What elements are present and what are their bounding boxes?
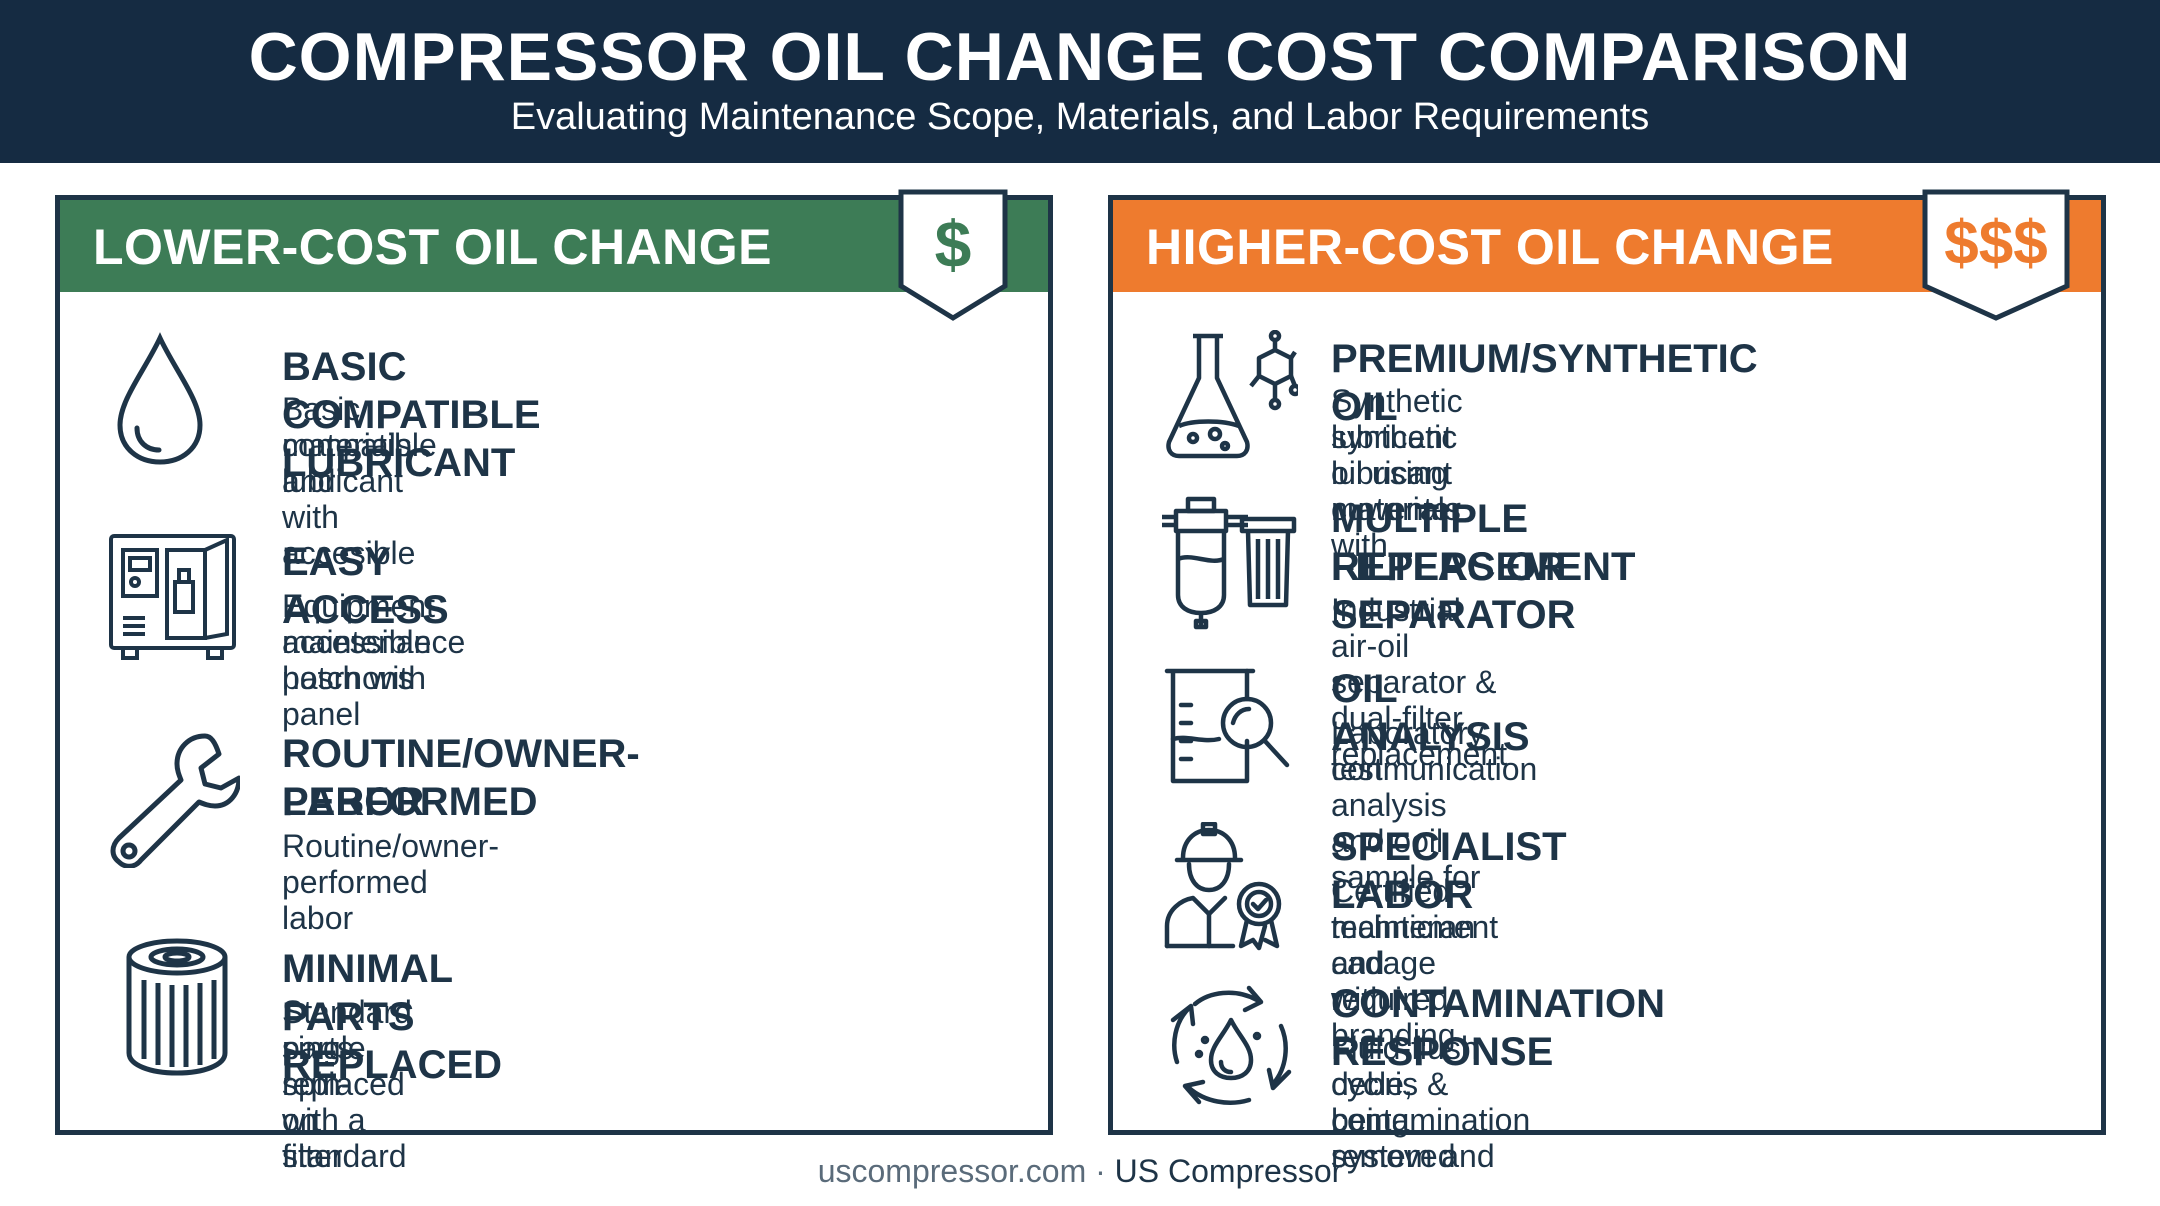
item-title: BASIC COMPATIBLE LUBRICANT — [282, 345, 541, 485]
item-desc-line: maintement and required — [1331, 909, 1499, 1017]
wrench-icon — [105, 728, 240, 868]
flask-molecule-icon — [1163, 330, 1298, 460]
footer-separator: · — [1086, 1153, 1115, 1189]
oil-drop-icon — [105, 330, 215, 470]
higher-cost-badge: $$$ — [1921, 188, 2071, 322]
item-desc-line: Routine/owner-performed labor — [282, 828, 499, 936]
page-title: COMPRESSOR OIL CHANGE COST COMPARISON — [248, 19, 1912, 95]
item-desc-line: conmunication — [1331, 751, 1538, 787]
item-title: EASY ACCESS — [282, 540, 449, 632]
item-title: SPECIALIST LABOR — [1331, 825, 1567, 917]
lower-cost-badge: $ — [897, 188, 1009, 322]
item-title-line: LABOR — [282, 780, 425, 824]
header-banner: COMPRESSOR OIL CHANGE COST COMPARISON Ev… — [0, 0, 2160, 163]
lower-cost-panel: LOWER-COST OIL CHANGE $ BASIC COMPATIBLE… — [55, 189, 1053, 1174]
lower-cost-title: LOWER-COST OIL CHANGE — [93, 219, 773, 275]
item-title-line: MULTIPLE FILTERS OR SEPARATOR — [1331, 497, 1576, 637]
higher-cost-badge-sign: $$$ — [1944, 209, 2048, 278]
item-title: CONTAMINATION RESPONSE — [1331, 982, 1666, 1074]
item-desc-line: Fluid-flush cycle, contamination system … — [1331, 1030, 1531, 1174]
footer: uscompressor.com · US Compressor — [0, 1153, 2160, 1190]
item-title: PREMIUM/SYNTHETIC OIL — [1331, 337, 1758, 429]
item-desc-line: single spin-on filter — [282, 1030, 366, 1174]
recycle-drop-icon — [1165, 980, 1295, 1110]
item-desc-line: Standard parts replaced with a standard — [282, 994, 412, 1174]
item-title: OIL ANALYSIS — [1331, 667, 1530, 759]
technician-badge-icon — [1163, 822, 1293, 952]
spin-on-filter-icon — [122, 935, 232, 1080]
footer-site-link[interactable]: uscompressor.com — [817, 1153, 1087, 1189]
access-panel-icon — [105, 530, 240, 665]
item-desc-line: Basic compatible lubricant with accesibl… — [282, 391, 437, 571]
item-title-line: ROUTINE/OWNER-PERFORMED — [282, 732, 640, 824]
separator-filters-icon — [1158, 495, 1298, 630]
item-title: MINIMAL PARTS REPLACED — [282, 947, 503, 1087]
lower-cost-badge-sign: $ — [934, 207, 972, 281]
lower-cost-banner: LOWER-COST OIL CHANGE — [60, 200, 1048, 292]
higher-cost-title: HIGHER-COST OIL CHANGE — [1146, 219, 1834, 275]
shield-badge-icon — [1922, 189, 2070, 321]
page-subtitle: Evaluating Maintenance Scope, Materials,… — [510, 96, 1650, 138]
item-desc-line: Industrial air-oil separator & dual-filt… — [1331, 592, 1508, 772]
item-desc-line: Synthetic lubricant oil using cuwenter w… — [1331, 383, 1463, 563]
item-desc-line: accessible posrnons panel — [282, 624, 432, 732]
item-desc-line: materials and — [282, 427, 412, 499]
beaker-magnifier-icon — [1163, 665, 1293, 790]
item-desc-line: synthetic lubricant materials — [1331, 419, 1461, 527]
shield-badge-icon — [898, 189, 1008, 321]
item-desc-line: debris & being removed — [1331, 1066, 1456, 1174]
item-desc-line: Equipment maintenance hatch with — [282, 588, 466, 696]
higher-cost-panel: HIGHER-COST OIL CHANGE $$$ PREMIUM/SYNTH… — [1108, 189, 2106, 1174]
item-desc-line: Laboratory test analysis and ooil sample… — [1331, 715, 1484, 895]
item-title-line: REPLACEMENT — [1331, 545, 1636, 589]
item-desc-line: Certified technician cadage with brandin… — [1331, 873, 1476, 1053]
footer-brand: US Compressor — [1114, 1153, 1343, 1189]
